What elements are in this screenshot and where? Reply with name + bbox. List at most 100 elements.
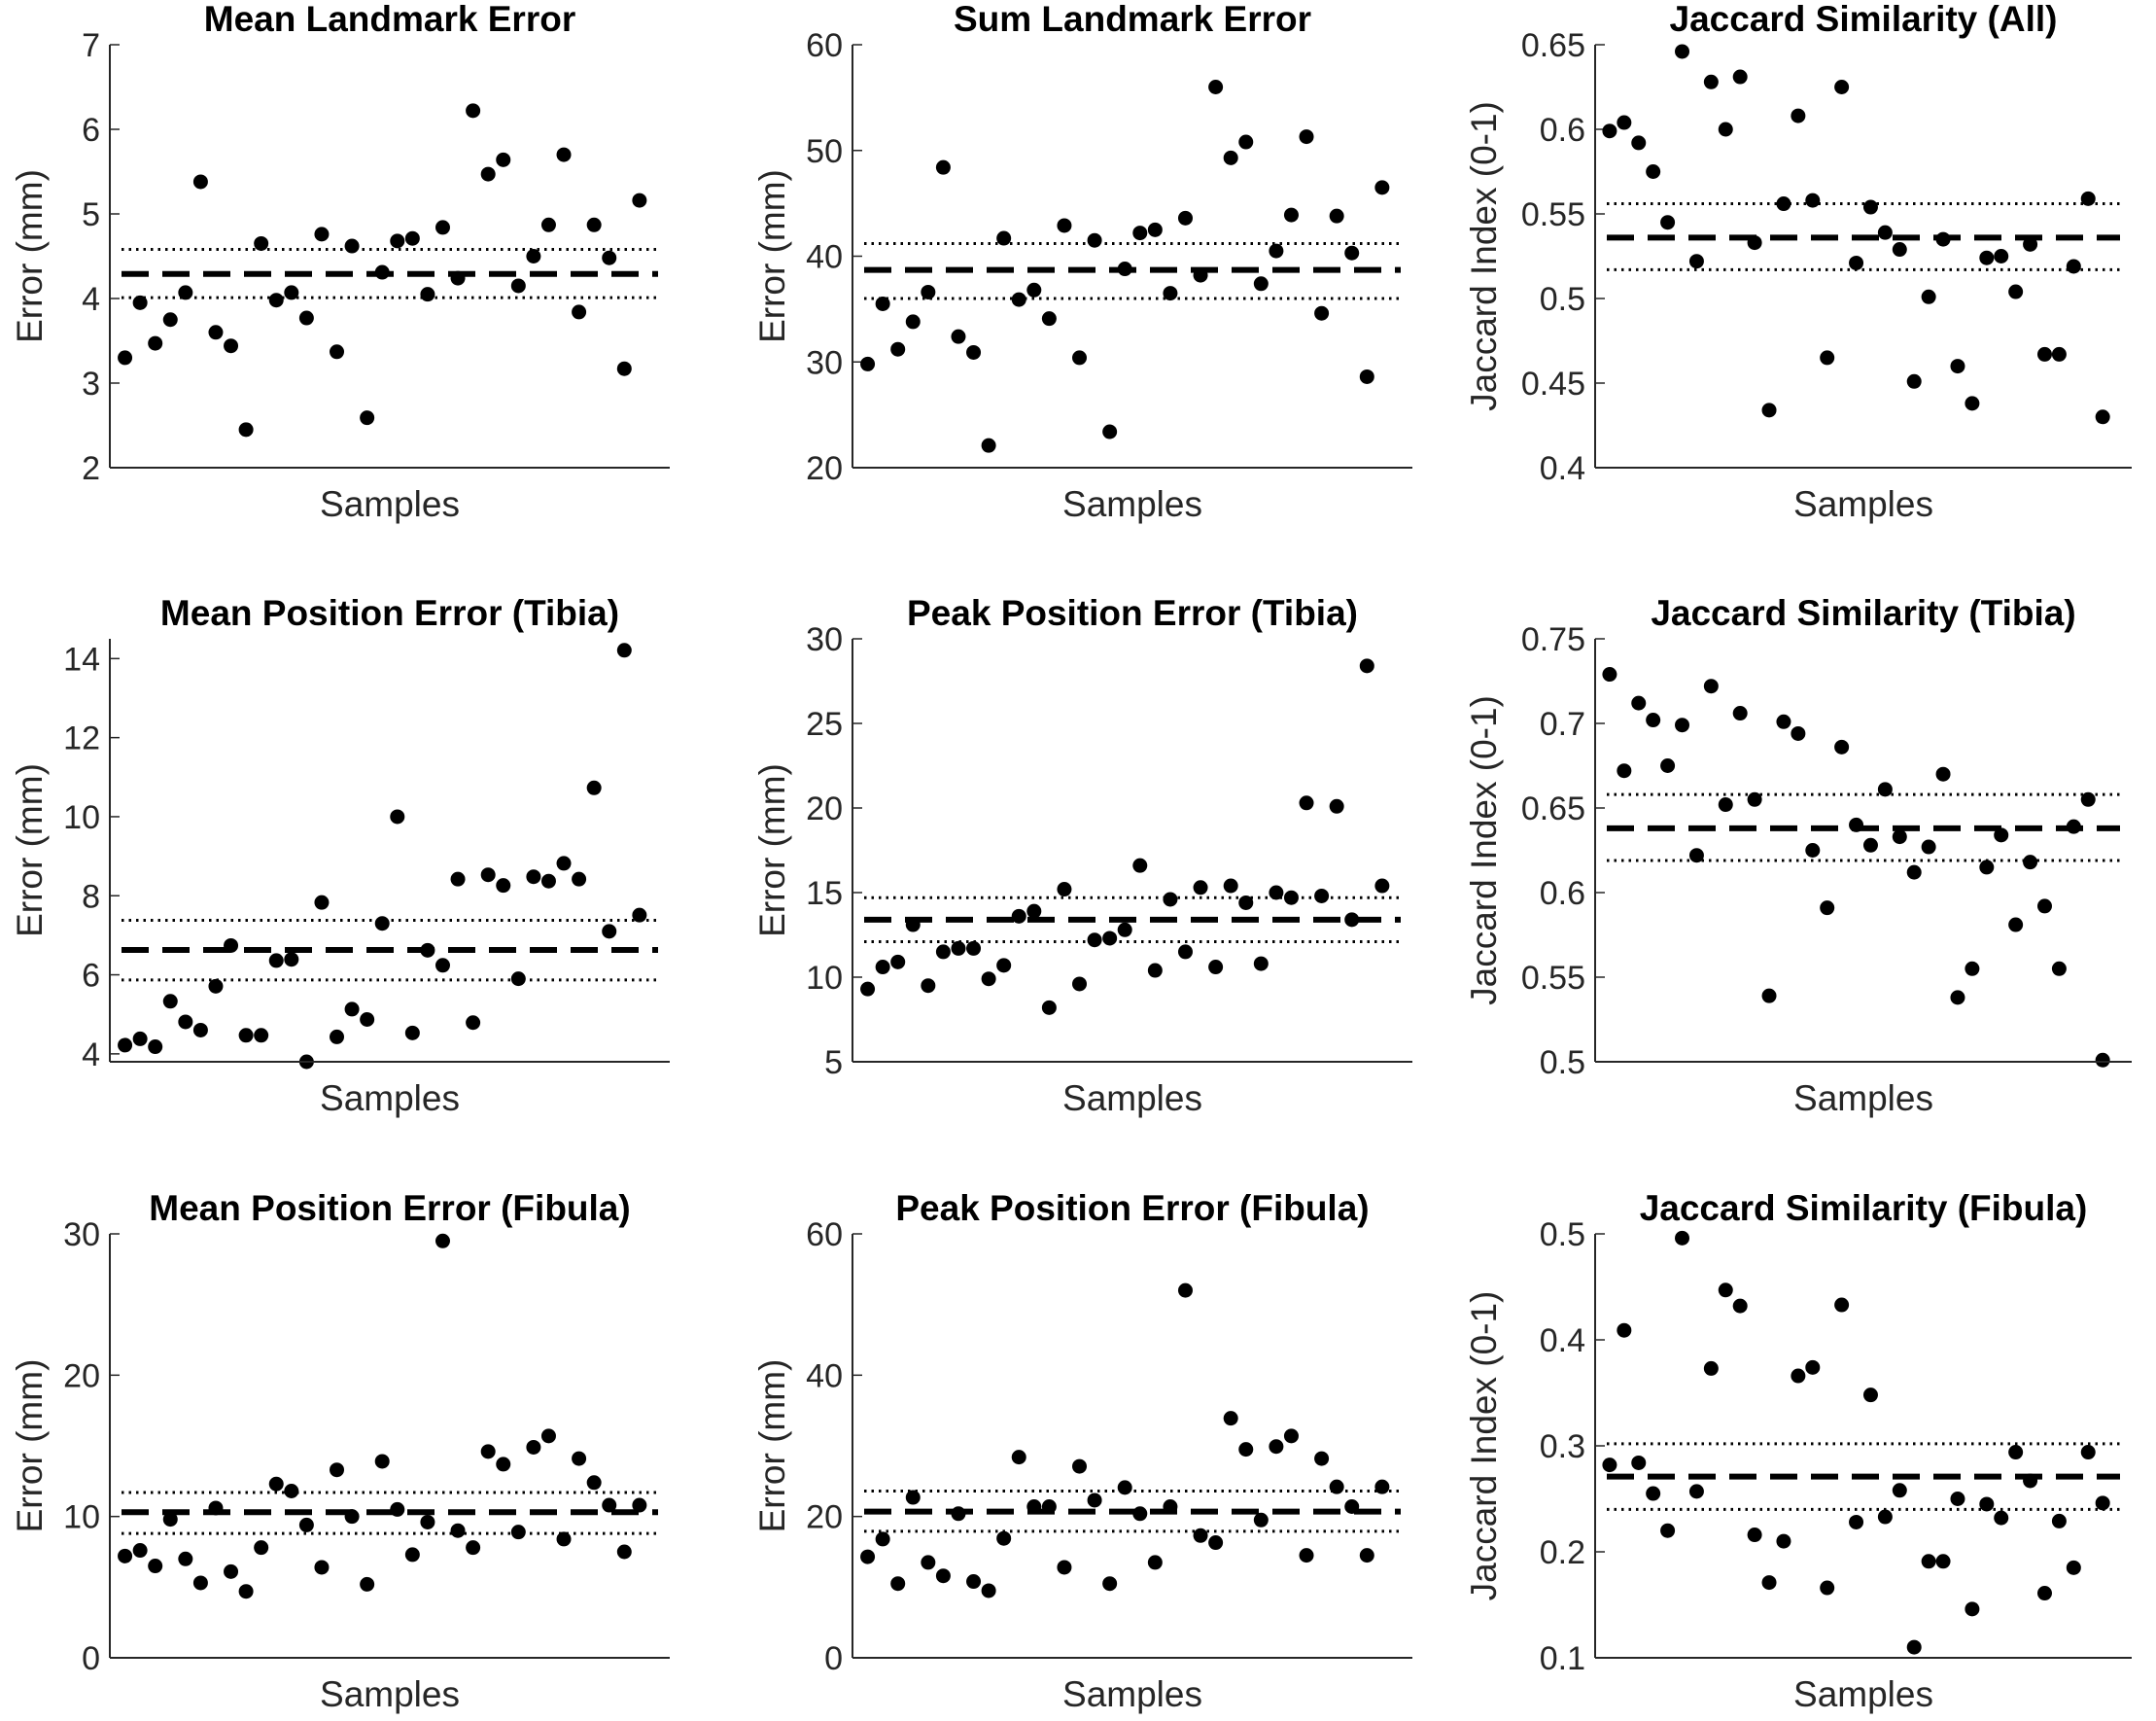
scatter-panel-3: Jaccard Similarity (All) Samples Jaccard I… xyxy=(1464,0,2132,524)
data-point xyxy=(420,942,435,958)
data-point xyxy=(1892,242,1907,258)
y-tick-label: 5 xyxy=(824,1044,843,1081)
data-point xyxy=(981,971,996,987)
data-point xyxy=(1283,207,1299,223)
data-point xyxy=(1660,758,1676,773)
data-point xyxy=(1761,403,1777,418)
y-tick-label: 0.1 xyxy=(1540,1640,1585,1677)
data-point xyxy=(616,643,632,658)
data-point xyxy=(1862,1387,1878,1403)
data-point xyxy=(1374,180,1390,195)
data-point xyxy=(238,1584,254,1599)
data-point xyxy=(632,193,647,208)
data-point xyxy=(2023,855,2038,870)
data-point xyxy=(1979,860,1995,875)
data-point xyxy=(450,270,466,286)
data-point xyxy=(1688,1484,1704,1499)
data-point xyxy=(1732,69,1748,85)
data-point xyxy=(1921,289,1936,304)
data-point xyxy=(1072,1458,1088,1474)
data-point xyxy=(1732,706,1748,721)
data-point xyxy=(192,1022,208,1037)
data-point xyxy=(480,867,496,883)
data-point xyxy=(254,1540,269,1556)
data-point xyxy=(602,1497,617,1513)
data-point xyxy=(450,1523,466,1538)
data-point xyxy=(1208,1535,1224,1551)
data-point xyxy=(192,1575,208,1591)
y-tick-label: 20 xyxy=(63,1357,100,1394)
data-point xyxy=(890,341,906,357)
data-point xyxy=(556,856,572,871)
data-point xyxy=(420,1514,435,1529)
data-point xyxy=(951,1506,966,1522)
data-point xyxy=(1921,839,1936,855)
data-point xyxy=(875,960,890,975)
data-point xyxy=(1299,129,1314,145)
data-point xyxy=(2080,791,2096,807)
data-point xyxy=(1862,837,1878,853)
data-point xyxy=(374,264,390,280)
data-point xyxy=(314,895,330,910)
data-point xyxy=(1631,1455,1647,1470)
data-point xyxy=(966,940,982,956)
data-point xyxy=(1747,1528,1762,1543)
data-point xyxy=(1675,44,1690,59)
data-point xyxy=(162,994,178,1009)
x-axis-label: Samples xyxy=(1062,1674,1202,1714)
data-point xyxy=(2036,346,2052,362)
data-point xyxy=(996,958,1012,973)
data-point xyxy=(1223,150,1238,165)
data-point xyxy=(1329,208,1344,224)
data-point xyxy=(1732,1298,1748,1314)
data-point xyxy=(1208,960,1224,975)
data-point xyxy=(1147,1555,1163,1570)
data-point xyxy=(1791,1368,1806,1384)
data-point xyxy=(526,249,541,263)
data-point xyxy=(1011,908,1026,924)
x-axis-label: Samples xyxy=(1793,1674,1933,1714)
data-point xyxy=(1329,798,1344,814)
data-point xyxy=(510,278,526,294)
data-point xyxy=(1602,667,1617,683)
data-point xyxy=(1193,1528,1208,1543)
data-point xyxy=(1087,932,1102,948)
y-tick-label: 0.3 xyxy=(1540,1428,1585,1465)
data-point xyxy=(1344,1498,1360,1514)
data-point xyxy=(2008,917,2024,932)
data-point xyxy=(1950,359,1965,374)
data-point xyxy=(118,1548,133,1563)
y-tick-label: 7 xyxy=(82,27,100,64)
data-point xyxy=(404,1025,420,1040)
data-point xyxy=(556,1531,572,1547)
y-tick-label: 15 xyxy=(806,875,843,912)
data-point xyxy=(298,310,314,326)
data-point xyxy=(148,1559,163,1574)
y-tick-label: 0.65 xyxy=(1521,27,1585,64)
data-point xyxy=(1646,1486,1661,1501)
data-point xyxy=(1965,396,1980,411)
y-tick-label: 14 xyxy=(63,641,100,678)
data-point xyxy=(268,1476,284,1492)
y-axis-label: Error (mm) xyxy=(752,763,792,937)
data-point xyxy=(966,344,982,360)
data-point xyxy=(1238,895,1254,910)
y-tick-label: 20 xyxy=(806,790,843,827)
data-point xyxy=(1703,74,1719,89)
data-point xyxy=(2036,898,2052,914)
y-tick-label: 0.45 xyxy=(1521,366,1585,403)
data-point xyxy=(268,953,284,968)
data-point xyxy=(1617,763,1632,779)
data-point xyxy=(860,981,876,997)
y-tick-label: 12 xyxy=(63,720,100,757)
data-point xyxy=(1994,1510,2009,1526)
data-point xyxy=(905,314,921,330)
data-point xyxy=(1994,827,2009,843)
data-point xyxy=(1718,797,1733,813)
y-tick-label: 2 xyxy=(82,450,100,487)
scatter-panel-1: Mean Landmark Error Samples Error (mm) 2 3 4 5… xyxy=(10,0,670,524)
data-point xyxy=(2023,236,2038,252)
data-point xyxy=(1299,1548,1314,1563)
data-point xyxy=(586,1475,602,1491)
